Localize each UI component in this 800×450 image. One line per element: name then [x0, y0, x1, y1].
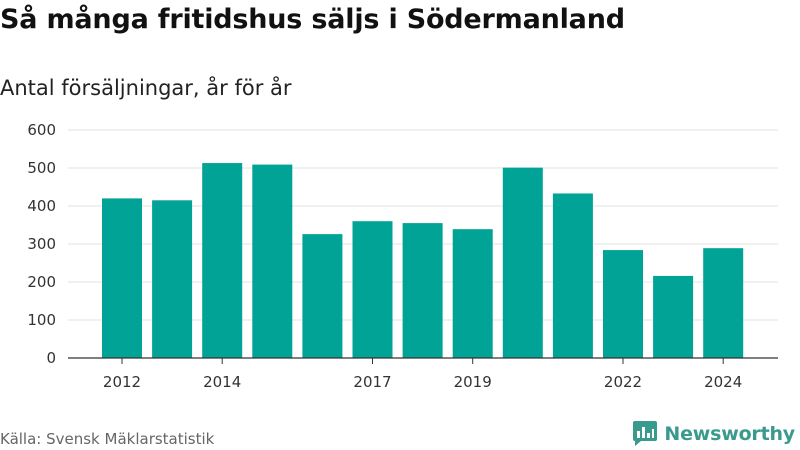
y-tick-label: 600 [27, 121, 56, 139]
y-tick-label: 400 [27, 197, 56, 215]
bar-2012 [102, 198, 142, 358]
bar-2021 [552, 193, 593, 358]
bar-2015 [252, 164, 293, 358]
bar-2013 [152, 200, 193, 358]
bar-2023 [653, 275, 694, 358]
source-note: Källa: Svensk Mäklarstatistik [0, 430, 215, 448]
y-tick-label: 0 [46, 349, 56, 367]
bar-2017 [352, 221, 393, 358]
x-tick-label: 2019 [454, 373, 492, 391]
x-tick-label: 2012 [103, 373, 141, 391]
x-tick-label: 2022 [604, 373, 642, 391]
bar-2024 [703, 248, 744, 358]
x-tick-label: 2014 [203, 373, 241, 391]
x-tick-label: 2017 [353, 373, 391, 391]
bar-chart-speech-bubble-icon [633, 421, 658, 446]
newsworthy-logo: Newsworthy [632, 420, 795, 447]
x-tick-label: 2024 [704, 373, 742, 391]
chart-subtitle: Antal försäljningar, år för år [0, 76, 292, 100]
bar-2018 [402, 223, 443, 358]
bar-2014 [202, 163, 243, 358]
y-tick-label: 300 [27, 235, 56, 253]
bar-2019 [452, 229, 493, 358]
y-tick-label: 200 [27, 273, 56, 291]
chart-title: Så många fritidshus säljs i Södermanland [0, 4, 625, 35]
y-tick-label: 100 [27, 311, 56, 329]
brand-name: Newsworthy [664, 422, 795, 445]
bar-2022 [603, 250, 643, 358]
y-tick-label: 500 [27, 159, 56, 177]
bar-2020 [502, 167, 543, 358]
bar-2016 [302, 234, 343, 358]
